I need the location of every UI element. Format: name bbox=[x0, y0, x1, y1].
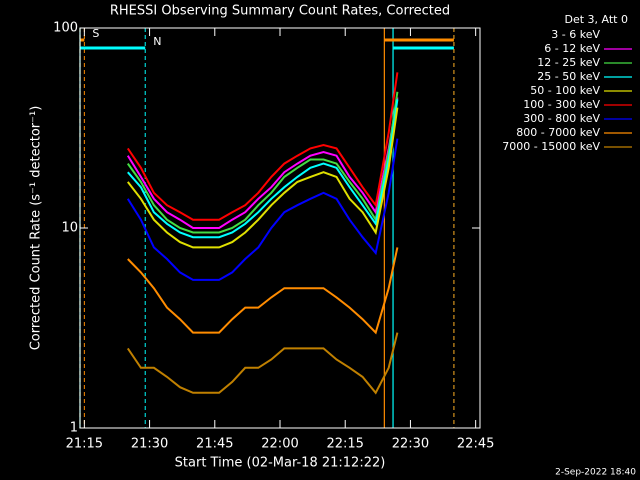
interval-label: S bbox=[92, 27, 99, 40]
y-tick-label: 1 bbox=[70, 421, 78, 436]
series-line bbox=[126, 332, 399, 395]
x-axis-label: Start Time (02-Mar-18 21:12:22) bbox=[175, 456, 386, 471]
series-line bbox=[127, 247, 399, 335]
interval-label: N bbox=[153, 35, 161, 48]
x-tick-label: 22:30 bbox=[392, 437, 429, 452]
legend-label: 50 - 100 keV bbox=[530, 84, 600, 97]
y-tick-label: 100 bbox=[53, 21, 78, 36]
legend-label: 6 - 12 keV bbox=[544, 42, 600, 55]
legend-title: Det 3, Att 0 bbox=[565, 13, 629, 26]
legend-label: 12 - 25 keV bbox=[537, 56, 600, 69]
series-line bbox=[126, 138, 399, 281]
legend-label: 800 - 7000 keV bbox=[516, 126, 600, 139]
x-tick-label: 22:00 bbox=[261, 437, 298, 452]
x-tick-label: 21:45 bbox=[196, 437, 233, 452]
legend-label: 300 - 800 keV bbox=[523, 112, 600, 125]
series-line bbox=[127, 99, 399, 239]
series-line bbox=[126, 72, 399, 221]
x-tick-label: 21:15 bbox=[66, 437, 103, 452]
x-tick-label: 21:30 bbox=[131, 437, 168, 452]
legend-label: 25 - 50 keV bbox=[537, 70, 600, 83]
footer: 2-Sep-2022 18:40 bbox=[555, 468, 636, 478]
x-tick-label: 22:45 bbox=[457, 437, 494, 452]
legend-label: 100 - 300 keV bbox=[523, 98, 600, 111]
series-line bbox=[126, 91, 399, 234]
chart-title: RHESSI Observing Summary Count Rates, Co… bbox=[110, 4, 450, 19]
legend-label: 7000 - 15000 keV bbox=[502, 140, 600, 153]
x-tick-label: 22:15 bbox=[326, 437, 363, 452]
series-line bbox=[126, 97, 399, 229]
y-axis-label: Corrected Count Rate (s⁻¹ detector⁻¹) bbox=[29, 106, 44, 351]
legend-label: 3 - 6 keV bbox=[551, 28, 600, 41]
series-line bbox=[127, 107, 399, 249]
y-tick-label: 10 bbox=[61, 221, 78, 236]
